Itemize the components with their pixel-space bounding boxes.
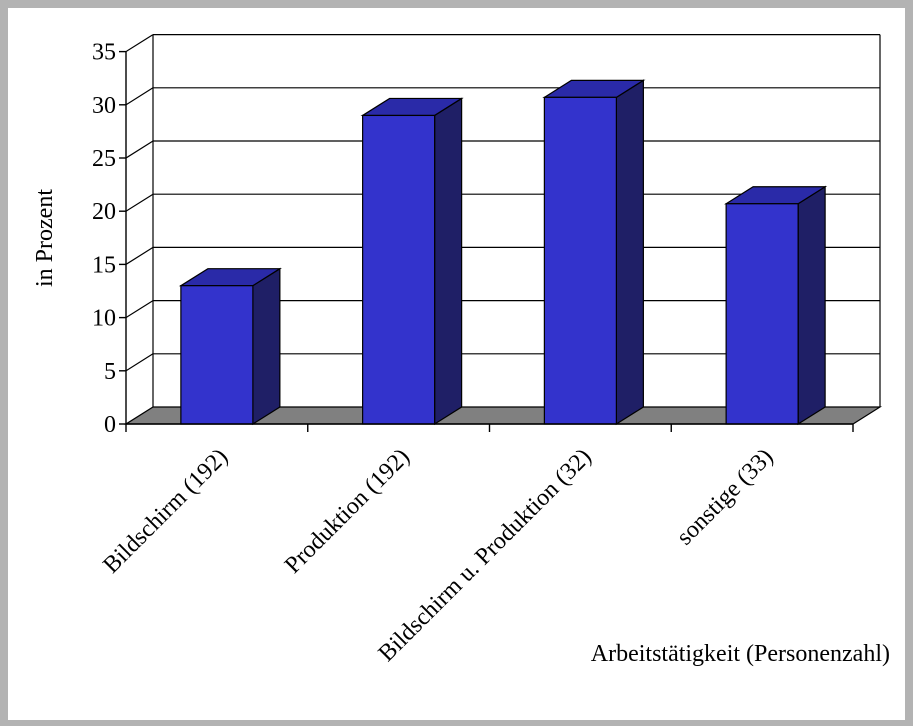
x-category-label: sonstige (33): [672, 444, 779, 551]
bar-front: [180, 285, 254, 425]
gridline-side: [125, 193, 154, 212]
gridline-side: [125, 87, 154, 106]
y-tick-label: 15: [92, 252, 116, 278]
x-category-label: Produktion (192): [280, 444, 415, 579]
bar: [542, 79, 646, 426]
y-tick-label: 10: [92, 306, 116, 332]
x-axis-title: Arbeitstätigkeit (Personenzahl): [591, 641, 890, 667]
gridline-side: [125, 300, 154, 319]
y-tick-label: 25: [92, 146, 116, 172]
bar-side: [434, 97, 463, 426]
bar: [724, 185, 828, 426]
gridline-side: [125, 140, 154, 159]
bar-side: [797, 185, 826, 426]
bar: [360, 97, 464, 426]
y-tick-label: 35: [92, 40, 116, 66]
y-tick-label: 20: [92, 199, 116, 225]
gridline-side: [125, 353, 154, 372]
bar-chart: 0 5 10 15 20 25 30 35 Bildschirm (192) Produktion…: [32, 34, 890, 667]
bar-side: [615, 79, 644, 426]
bar-front: [543, 96, 617, 425]
y-tick-label: 5: [104, 359, 116, 385]
bar-front: [725, 203, 799, 425]
y-tick-label: 0: [104, 412, 116, 438]
gridline-side: [125, 34, 154, 53]
y-tick-label: 30: [92, 93, 116, 119]
bar-side: [252, 267, 281, 426]
bar: [178, 267, 282, 426]
x-category-label: Bildschirm u. Produktion (32): [374, 444, 597, 667]
bar-front: [362, 114, 436, 425]
y-axis-title: in Prozent: [32, 189, 58, 287]
chart-frame: 0 5 10 15 20 25 30 35 Bildschirm (192) Produktion…: [8, 8, 905, 720]
gridline-side: [125, 246, 154, 265]
x-category-label: Bildschirm (192): [98, 444, 233, 579]
